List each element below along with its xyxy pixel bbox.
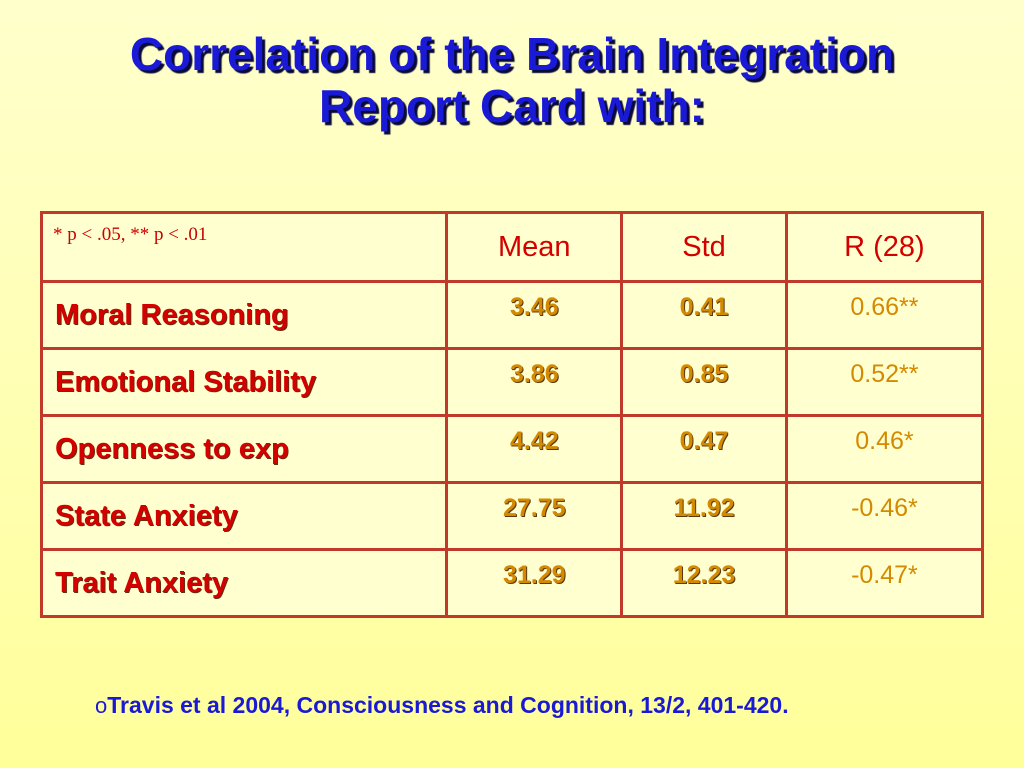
std-value: 12.23: [620, 548, 788, 618]
row-label: Trait Anxiety: [39, 548, 449, 618]
citation-text: Travis et al 2004, Consciousness and Cog…: [107, 692, 789, 718]
table-header-row: * p < .05, ** p < .01 Mean Std R (28): [39, 211, 985, 283]
r-value: 0.46*: [784, 414, 985, 484]
r-value: -0.46*: [784, 481, 985, 551]
mean-value: 3.86: [445, 347, 624, 417]
r-value: 0.66**: [784, 280, 985, 350]
std-value: 0.85: [620, 347, 788, 417]
significance-legend: * p < .05, ** p < .01: [39, 211, 449, 283]
correlation-table: * p < .05, ** p < .01 Mean Std R (28) Mo…: [39, 211, 985, 618]
table-row: Trait Anxiety 31.29 12.23 -0.47*: [39, 548, 985, 618]
slide-title-line-2: Report Card with:: [319, 80, 705, 132]
mean-value: 27.75: [445, 481, 624, 551]
std-value: 0.47: [620, 414, 788, 484]
row-label: State Anxiety: [39, 481, 449, 551]
citation: oTravis et al 2004, Consciousness and Co…: [95, 692, 789, 719]
slide-title: Correlation of the Brain Integration Rep…: [0, 28, 1024, 132]
slide-title-line-1: Correlation of the Brain Integration: [129, 28, 895, 80]
table-row: Moral Reasoning 3.46 0.41 0.66**: [39, 280, 985, 350]
table-row: State Anxiety 27.75 11.92 -0.46*: [39, 481, 985, 551]
r-value: -0.47*: [784, 548, 985, 618]
table-row: Openness to exp 4.42 0.47 0.46*: [39, 414, 985, 484]
bullet-icon: o: [95, 693, 108, 718]
std-value: 0.41: [620, 280, 788, 350]
column-header-r: R (28): [784, 211, 985, 283]
row-label: Emotional Stability: [39, 347, 449, 417]
row-label: Openness to exp: [39, 414, 449, 484]
column-header-std: Std: [620, 211, 788, 283]
std-value: 11.92: [620, 481, 788, 551]
r-value: 0.52**: [784, 347, 985, 417]
column-header-mean: Mean: [445, 211, 624, 283]
mean-value: 4.42: [445, 414, 624, 484]
mean-value: 3.46: [445, 280, 624, 350]
row-label: Moral Reasoning: [39, 280, 449, 350]
table-row: Emotional Stability 3.86 0.85 0.52**: [39, 347, 985, 417]
mean-value: 31.29: [445, 548, 624, 618]
